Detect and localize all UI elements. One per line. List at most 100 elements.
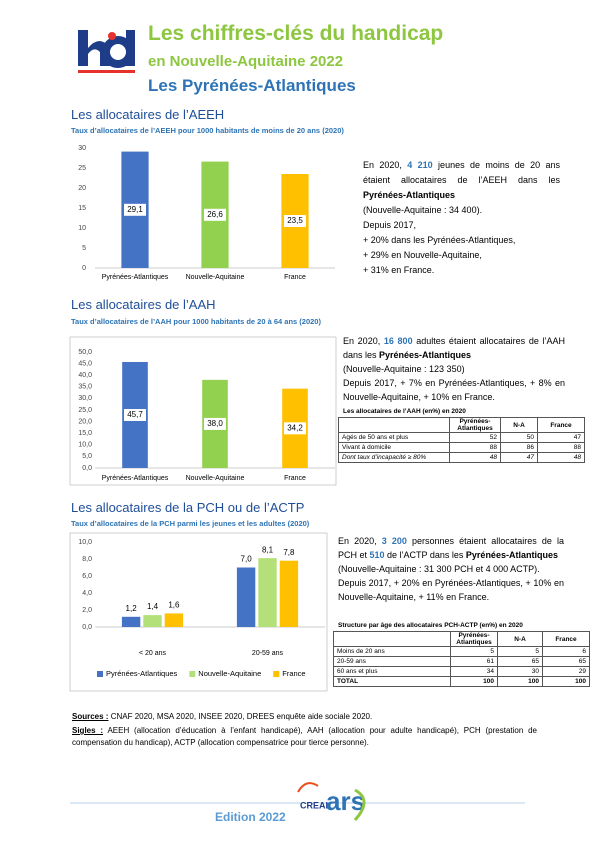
chart-frame <box>69 336 337 486</box>
table-row: Vivant à domicile 88 86 88 <box>338 442 585 453</box>
text: adultes étaient allocataires de l’AAH da… <box>343 336 566 360</box>
x-tick-label: Nouvelle-Aquitaine <box>186 274 245 281</box>
bar <box>258 558 277 627</box>
value-label-bg <box>124 203 146 216</box>
y-tick-label: 50,0 <box>78 349 92 356</box>
y-tick-label: 6,0 <box>82 573 92 580</box>
y-tick-label: 0,0 <box>82 624 92 631</box>
table-row: Agés de 50 ans et plus 52 50 47 <box>338 432 585 443</box>
y-tick-label: 0,0 <box>82 465 92 472</box>
y-tick-label: 4,0 <box>82 590 92 597</box>
logo-shape <box>297 782 319 793</box>
value-label: 1,6 <box>168 601 180 610</box>
row-label: Moins de 20 ans <box>333 646 451 657</box>
text: En 2020, <box>338 536 382 546</box>
value-label: 38,0 <box>207 419 223 428</box>
row-label: Dont taux d’incapacité ≥ 80% <box>338 452 450 463</box>
y-tick-label: 20 <box>78 185 86 192</box>
value-label-bg <box>284 215 306 227</box>
text: (Nouvelle-Aquitaine : 31 300 PCH et 4 00… <box>338 564 540 574</box>
logo-text: ars <box>326 786 365 816</box>
text: Pyrénées-Atlantiques <box>379 350 472 360</box>
y-tick-label: 30,0 <box>78 395 92 402</box>
section-heading: Les allocataires de l’AEEH <box>71 107 225 122</box>
legend-label: Pyrénées-Atlantiques <box>106 669 178 678</box>
text: Pyrénées-Atlantiques <box>363 190 456 200</box>
section-heading: Les allocataires de la PCH ou de l’ACTP <box>71 500 305 515</box>
logo-shape <box>78 70 135 73</box>
y-tick-label: 2,0 <box>82 607 92 614</box>
logo <box>78 30 135 73</box>
logo-shape <box>108 32 116 40</box>
key-number: 3 200 <box>381 536 407 546</box>
x-tick-label: Nouvelle-Aquitaine <box>186 475 245 482</box>
table-container: Pyrénées-Atlantiques N-A France Agés de 50 … <box>338 417 585 463</box>
logo-shape <box>353 788 366 822</box>
cell: 86 <box>500 442 538 453</box>
paragraph: En 2020, 4 210 jeunes de moins de 20 ans… <box>363 158 560 278</box>
table: Pyrénées-Atlantiques N-A France Moins de 20… <box>333 631 590 687</box>
y-tick-label: 40,0 <box>78 372 92 379</box>
text: Depuis 2017, + 20% en Pyrénées-Atlantiqu… <box>338 578 564 602</box>
paragraph: En 2020, 16 800 adultes étaient allocata… <box>343 334 565 404</box>
y-tick-label: 30 <box>78 145 86 152</box>
section-caption: Taux d’allocataires de la PCH parmi les … <box>71 519 310 528</box>
row-label: 20-59 ans <box>333 656 451 667</box>
row-label: Vivant à domicile <box>338 442 450 453</box>
text: En 2020, <box>343 336 384 346</box>
cell: 47 <box>537 432 585 443</box>
y-tick-label: 10,0 <box>78 539 92 546</box>
cell: 48 <box>449 452 501 463</box>
x-tick-label: France <box>284 274 306 281</box>
header-cell: Pyrénées-Atlantiques <box>449 417 501 433</box>
header-cell <box>338 417 450 433</box>
table-row: 60 ans et plus 34 30 29 <box>333 666 590 677</box>
cell: 6 <box>542 646 590 657</box>
y-tick-label: 0 <box>82 265 86 272</box>
key-number: 16 800 <box>383 336 413 346</box>
sigles: Sigles : AEEH (allocation d’éducation à … <box>72 725 537 749</box>
header-cell: N-A <box>500 417 538 433</box>
logo-shape <box>78 30 88 66</box>
header-row: Pyrénées-Atlantiques N-A France <box>338 417 585 433</box>
x-tick-label: 20-59 ans <box>252 650 284 657</box>
region: Les Pyrénées-Atlantiques <box>148 76 356 95</box>
value-label-bg <box>204 417 226 430</box>
table-title: Structure par âge des allocataires PCH-A… <box>338 622 523 629</box>
cell: 88 <box>449 442 501 453</box>
cell: 29 <box>542 666 590 677</box>
legend-label: France <box>282 669 305 678</box>
row-label: Agés de 50 ans et plus <box>338 432 450 443</box>
cell: 88 <box>537 442 585 453</box>
cell: 65 <box>497 656 543 667</box>
bar <box>143 615 162 627</box>
text: personnes étaient allocataires de la PCH… <box>338 536 565 560</box>
table-row: 20-59 ans 61 65 65 <box>333 656 590 667</box>
label: Sources : <box>72 712 109 721</box>
header-cell: France <box>542 631 590 647</box>
bar <box>236 567 256 627</box>
text: + 29% en Nouvelle-Aquitaine, <box>363 250 482 260</box>
y-tick-label: 5,0 <box>82 453 92 460</box>
key-number: 4 210 <box>407 160 433 170</box>
sources: Sources : CNAF 2020, MSA 2020, INSEE 202… <box>72 711 537 723</box>
x-tick-label: < 20 ans <box>139 650 167 657</box>
cell: 48 <box>537 452 585 463</box>
logo-text: CREAI <box>300 800 328 810</box>
bar <box>164 613 184 627</box>
cell: 50 <box>500 432 538 443</box>
y-tick-label: 25 <box>78 165 86 172</box>
value-label-bg <box>124 408 146 421</box>
text: CNAF 2020, MSA 2020, INSEE 2020, DREES e… <box>108 712 373 721</box>
edition: Edition 2022 <box>215 810 286 824</box>
cell: 5 <box>497 646 543 657</box>
y-tick-label: 10 <box>78 225 86 232</box>
subtitle: en Nouvelle-Aquitaine 2022 <box>148 53 344 70</box>
table-row: TOTAL 100 100 100 <box>333 676 590 687</box>
row-label: 60 ans et plus <box>333 666 451 677</box>
row-label: TOTAL <box>333 676 451 687</box>
cell: 47 <box>500 452 538 463</box>
value-label: 29,1 <box>127 205 143 214</box>
text: de l’ACTP dans les <box>384 550 466 560</box>
